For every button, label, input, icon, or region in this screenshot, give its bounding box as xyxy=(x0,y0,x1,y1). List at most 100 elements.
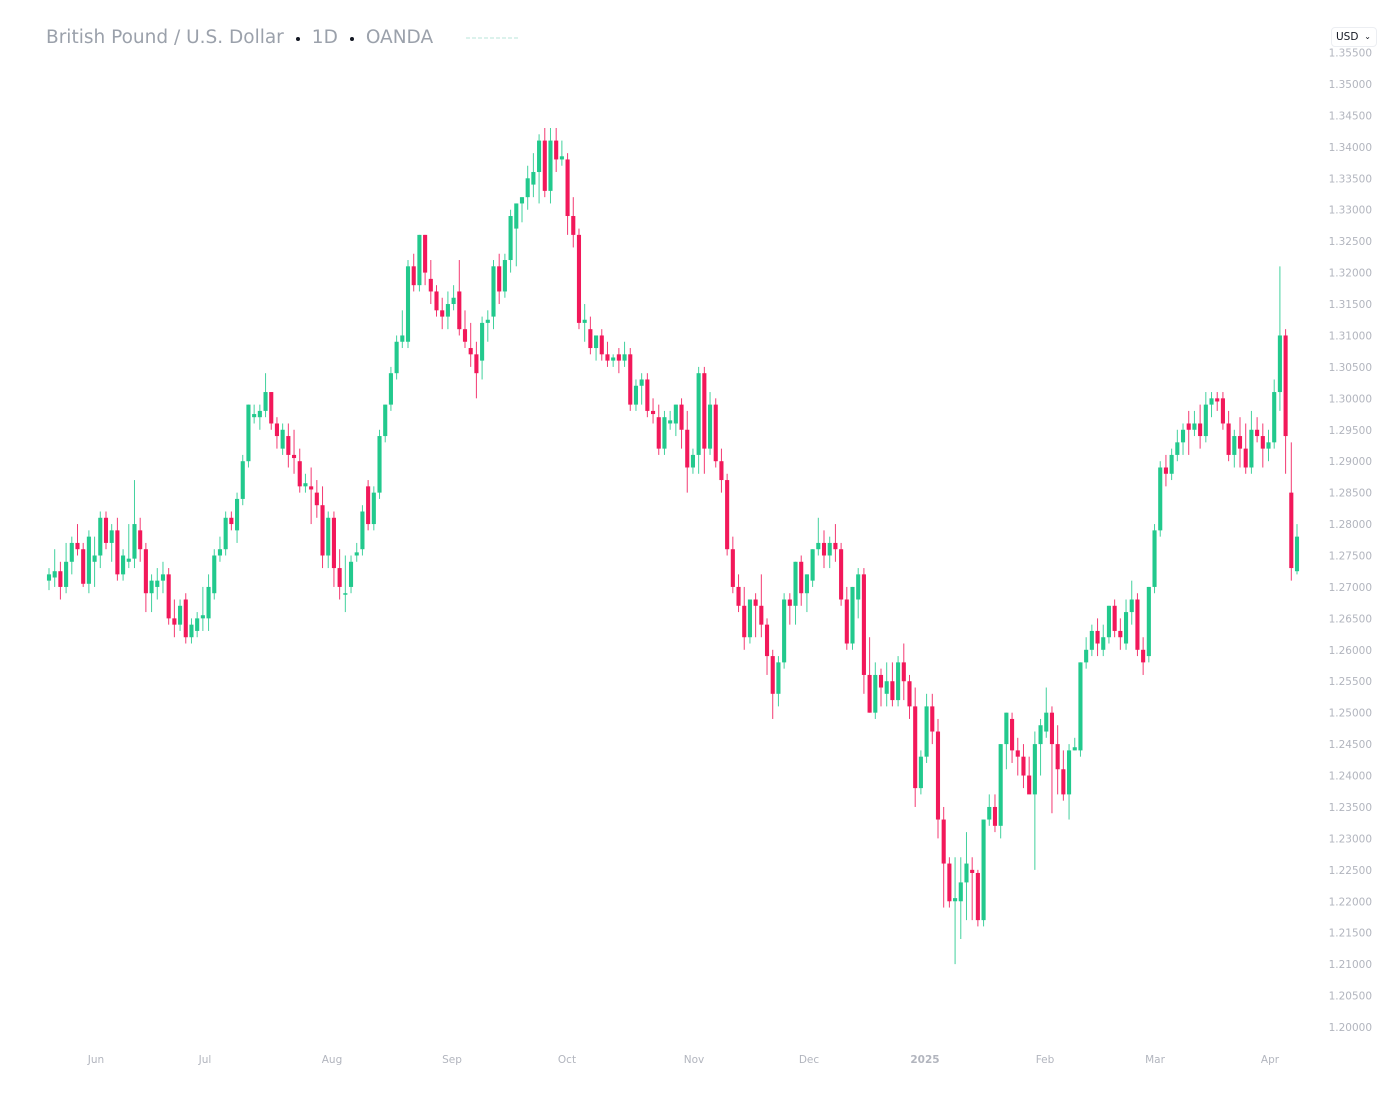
price-tick-label: 1.22500 xyxy=(1329,865,1372,877)
candle-up xyxy=(343,593,348,595)
candle-up xyxy=(257,410,262,418)
candle-down xyxy=(833,542,838,550)
candle-up xyxy=(240,461,245,499)
price-tick-label: 1.34500 xyxy=(1329,110,1372,122)
candle-down xyxy=(1141,649,1146,663)
price-tick-label: 1.32500 xyxy=(1329,236,1372,248)
candle-down xyxy=(497,266,502,292)
candle-up xyxy=(810,549,815,581)
candle-down xyxy=(366,486,371,525)
candle-up xyxy=(622,354,627,361)
time-axis[interactable]: Jun Jul Aug Sep Oct Nov Dec 2025 Feb Mar Apr xyxy=(87,1054,1280,1066)
candle-up xyxy=(548,140,553,191)
candle-down xyxy=(992,806,998,826)
candle-up xyxy=(252,414,257,418)
candle-down xyxy=(411,266,416,286)
candle-up xyxy=(354,552,359,556)
candle-down xyxy=(1215,398,1220,402)
price-tick-label: 1.31500 xyxy=(1329,299,1372,311)
candle-down xyxy=(1226,423,1231,455)
price-tick-label: 1.21000 xyxy=(1329,959,1372,971)
candle-down xyxy=(742,605,747,638)
currency-selector[interactable]: USD ⌄ xyxy=(1331,27,1377,47)
candle-down xyxy=(58,571,63,587)
candle-down xyxy=(645,379,650,411)
candle-down xyxy=(1055,744,1060,770)
candle-up xyxy=(519,197,525,204)
candle-up xyxy=(896,662,901,701)
candle-up xyxy=(856,574,861,600)
price-tick-label: 1.20500 xyxy=(1329,991,1372,1003)
candle-up xyxy=(508,216,513,261)
candle-down xyxy=(628,354,633,405)
candle-up xyxy=(480,322,485,361)
price-tick-label: 1.31000 xyxy=(1329,330,1372,342)
candle-down xyxy=(166,574,171,619)
candle-up xyxy=(964,863,969,883)
candle-down xyxy=(787,599,792,606)
candle-down xyxy=(314,492,319,506)
candle-down xyxy=(730,549,735,587)
price-axis[interactable]: 1.35500 1.35000 1.34500 1.34000 1.33500 1.330… xyxy=(1329,48,1372,1034)
candle-up xyxy=(782,599,787,663)
candle-up xyxy=(92,555,97,562)
candle-up xyxy=(206,586,211,619)
candle-down xyxy=(753,599,758,606)
candle-up xyxy=(873,674,878,713)
candle-down xyxy=(725,480,730,550)
candle-up xyxy=(246,404,251,462)
price-tick-label: 1.27500 xyxy=(1329,551,1372,563)
candle-up xyxy=(388,373,393,405)
price-tick-label: 1.33000 xyxy=(1329,205,1372,217)
candle-down xyxy=(839,549,844,600)
candle-down xyxy=(143,549,148,594)
price-tick-label: 1.23500 xyxy=(1329,802,1372,814)
candle-up xyxy=(668,420,673,424)
candle-down xyxy=(1015,750,1020,757)
candle-down xyxy=(81,549,86,584)
candle-down xyxy=(565,159,570,217)
candle-up xyxy=(212,555,217,594)
time-tick-label: Feb xyxy=(1036,1054,1055,1066)
candle-up xyxy=(1277,335,1282,393)
symbol-name: British Pound / U.S. Dollar xyxy=(46,27,284,48)
candle-down xyxy=(291,454,297,459)
chevron-down-icon: ⌄ xyxy=(1364,32,1371,41)
candle-up xyxy=(1032,744,1037,795)
candle-down xyxy=(901,662,906,682)
candle-up xyxy=(1123,612,1129,644)
candle-up xyxy=(348,561,354,587)
interval-label[interactable]: 1D xyxy=(311,27,338,48)
candle-up xyxy=(1044,712,1049,732)
candle-down xyxy=(588,329,593,349)
candle-down xyxy=(878,674,884,688)
candle-down xyxy=(320,505,325,556)
candle-down xyxy=(1237,436,1243,449)
candle-down xyxy=(907,681,912,707)
candle-up xyxy=(1158,467,1163,531)
candle-down xyxy=(571,216,576,235)
candle-up xyxy=(1294,536,1300,572)
candle-up xyxy=(98,517,103,556)
candle-down xyxy=(457,291,462,330)
candle-down xyxy=(736,586,741,606)
candle-up xyxy=(776,662,781,694)
candle-up xyxy=(126,558,131,562)
candle-down xyxy=(861,574,866,675)
time-tick-label: Jul xyxy=(198,1054,212,1066)
candle-down xyxy=(1135,599,1140,650)
candle-up xyxy=(1038,725,1043,745)
candle-up xyxy=(850,586,855,644)
candle-up xyxy=(981,819,986,921)
candle-up xyxy=(109,530,114,543)
candle-up xyxy=(559,156,564,160)
candle-up xyxy=(639,379,644,386)
candle-down xyxy=(1112,605,1117,631)
time-tick-label: Dec xyxy=(799,1054,820,1066)
candle-up xyxy=(998,744,1003,826)
candle-up xyxy=(514,203,519,229)
candle-down xyxy=(656,417,661,449)
candle-down xyxy=(970,869,975,873)
candle-up xyxy=(987,806,992,820)
